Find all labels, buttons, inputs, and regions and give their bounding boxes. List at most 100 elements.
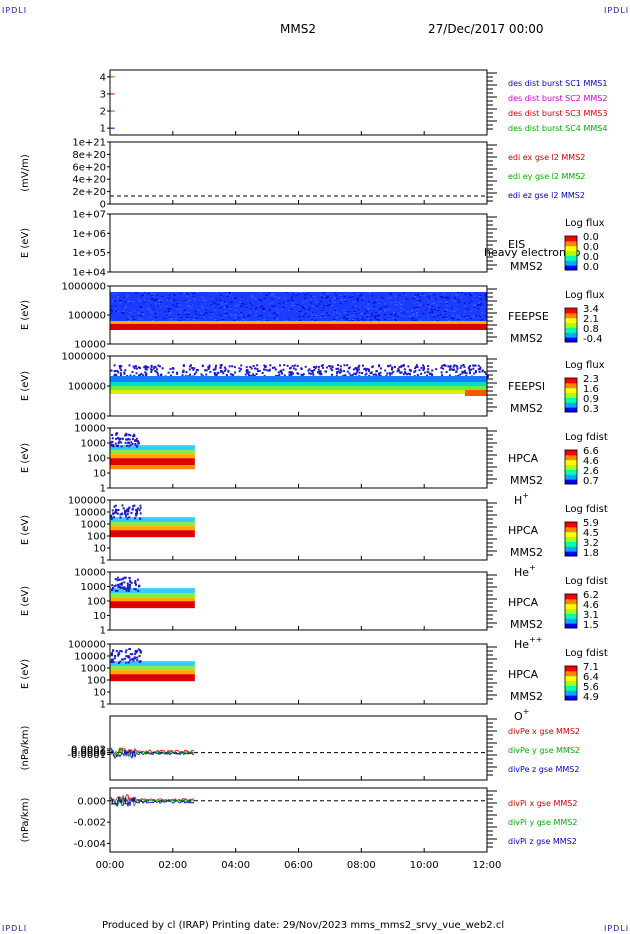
spectrogram-pixel <box>302 301 305 303</box>
spectrogram-pixel <box>123 296 126 298</box>
spectrogram-pixel <box>477 307 480 309</box>
spectrogram-pixel <box>121 586 124 589</box>
spectrogram-pixel <box>170 311 173 313</box>
y-axis-label: E (eV) <box>20 371 31 401</box>
spectrogram-pixel <box>319 371 322 374</box>
spectrogram-pixel <box>429 372 432 375</box>
y-tick-label: 1e+05 <box>72 248 106 259</box>
spectrogram-pixel <box>135 367 138 370</box>
spectrogram-pixel <box>126 517 129 520</box>
spectrogram-pixel <box>260 315 263 317</box>
spectrogram-pixel <box>298 319 301 321</box>
spectrogram-pixel <box>365 369 368 372</box>
spectrogram-pixel <box>317 365 320 368</box>
spectrogram-pixel <box>387 320 390 322</box>
spectrogram-pixel <box>219 365 222 368</box>
spectrogram-pixel <box>298 316 301 318</box>
spectrogram-pixel <box>126 584 129 587</box>
spectrogram-pixel <box>451 315 454 317</box>
spectrogram-pixel <box>447 298 450 300</box>
spectrogram-pixel <box>431 298 434 300</box>
spectrogram-band <box>110 517 195 523</box>
spectrogram-pixel <box>417 293 420 295</box>
colorbar-segment <box>565 312 577 319</box>
spectrogram-pixel <box>378 303 381 305</box>
spectrogram-pixel <box>322 307 325 309</box>
spectrogram-pixel <box>193 367 196 370</box>
spectrogram-pixel <box>152 296 155 298</box>
spectrogram-pixel <box>422 295 425 297</box>
spectrogram-pixel <box>485 372 488 375</box>
y-axis-label: E (eV) <box>20 443 31 473</box>
spectrogram-pixel <box>462 364 465 367</box>
spectrogram-pixel <box>127 656 130 659</box>
spectrogram-pixel <box>470 368 473 371</box>
spectrogram-pixel <box>137 589 140 592</box>
spectrogram-pixel <box>193 292 196 294</box>
spectrogram-pixel <box>286 364 289 367</box>
legend-entry: divPi y gse MMS2 <box>508 818 577 827</box>
spectrogram-pixel <box>360 313 363 315</box>
corner-label-bottom-right: IPDLI <box>604 924 630 933</box>
y-tick-label: 2e+20 <box>72 187 106 198</box>
spectrogram-pixel <box>463 371 466 374</box>
spectrogram-pixel <box>360 307 363 309</box>
spectrogram-pixel <box>316 306 319 308</box>
spectrogram-pixel <box>336 298 339 300</box>
spectrogram-pixel <box>433 316 436 318</box>
spectrogram-pixel <box>320 373 323 376</box>
spectrogram-pixel <box>446 296 449 298</box>
colorbar-segment <box>565 317 577 324</box>
spectrogram-pixel <box>257 319 260 321</box>
legend-entry: divPi z gse MMS2 <box>508 837 577 846</box>
spectrogram-pixel <box>416 312 419 314</box>
spectrogram-pixel <box>330 373 333 376</box>
spectrogram-pixel <box>342 309 345 311</box>
spectrogram-pixel <box>429 307 432 309</box>
spectrogram-pixel <box>466 317 469 319</box>
spectrogram-pixel <box>139 373 142 376</box>
instrument-label: HPCA <box>508 452 539 465</box>
spectrogram-pixel <box>333 297 336 299</box>
spectrogram-pixel <box>396 316 399 318</box>
spectrogram-pixel <box>429 293 432 295</box>
y-tick-label: 10000 <box>74 652 106 663</box>
spectrogram-pixel <box>366 311 369 313</box>
spectrogram-pixel <box>406 311 409 313</box>
spectrogram-pixel <box>226 305 229 307</box>
spectrogram-pixel <box>322 366 325 369</box>
spectrogram-pixel <box>134 650 137 653</box>
spectrogram-pixel <box>211 298 214 300</box>
spectrogram-pixel <box>367 369 370 372</box>
spectrogram-pixel <box>186 293 189 295</box>
spectrogram-pixel <box>275 314 278 316</box>
spectrogram-pixel <box>187 313 190 315</box>
spectrogram-pixel <box>167 371 170 374</box>
spectrogram-pixel <box>134 657 137 660</box>
colorbar-segment <box>565 680 577 686</box>
spectrogram-pixel <box>114 584 117 587</box>
spectrogram-pixel <box>110 320 113 322</box>
spectrogram-pixel <box>309 298 312 300</box>
spectrogram-pixel <box>192 319 195 321</box>
spectrogram-pixel <box>379 367 382 370</box>
spectrogram-pixel <box>135 292 138 294</box>
spectrogram-pixel <box>451 307 454 309</box>
spectrogram-pixel <box>121 658 124 661</box>
spectrogram-pixel <box>312 317 315 319</box>
spectrogram-pixel <box>123 307 126 309</box>
spectrogram-pixel <box>414 319 417 321</box>
spectrogram-pixel <box>138 318 141 320</box>
spectrogram-pixel <box>323 314 326 316</box>
spectrogram-pixel <box>161 367 164 370</box>
spectrogram-pixel <box>123 372 126 375</box>
spectrogram-pixel <box>116 576 119 579</box>
spectrogram-pixel <box>301 306 304 308</box>
spectrogram-pixel <box>202 299 205 301</box>
spectrogram-pixel <box>150 371 153 374</box>
spectrogram-pixel <box>187 293 190 295</box>
spectrogram-pixel <box>367 302 370 304</box>
colorbar-title: Log fdist <box>565 432 608 443</box>
